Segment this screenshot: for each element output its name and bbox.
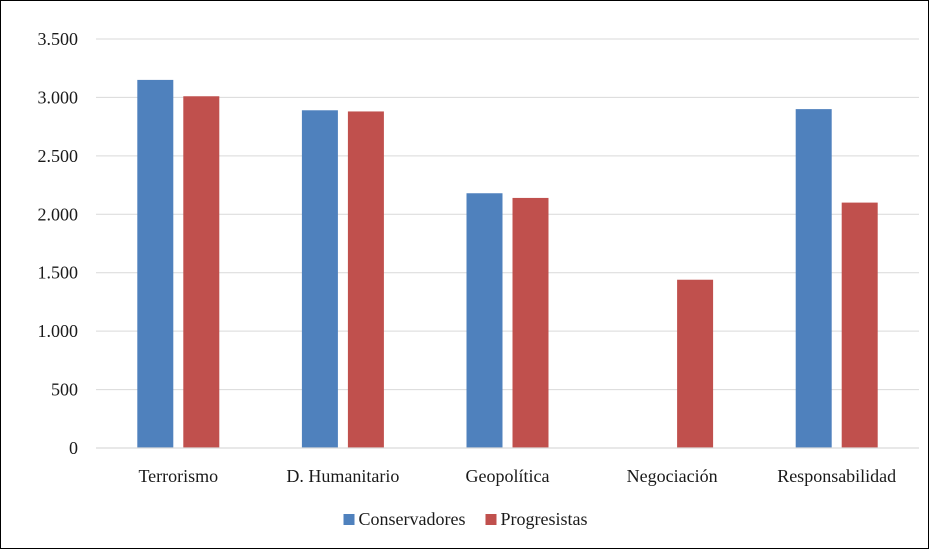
bar-conservadores-4 [795,109,832,448]
bar-progresistas-3 [677,279,714,448]
y-tick-label: 3.000 [38,87,79,107]
x-category-label: Responsabilidad [777,466,896,486]
bar-conservadores-1 [301,110,338,448]
gridlines [96,38,919,391]
x-category-label: Terrorismo [138,466,218,486]
y-tick-label: 3.500 [38,29,79,49]
legend: Conservadores Progresistas [343,509,587,529]
bars [137,79,878,449]
legend-swatch [343,514,355,525]
y-tick-label: 0 [69,438,78,458]
bar-conservadores-0 [137,79,174,449]
x-category-label: Negociación [627,466,718,486]
legend-item: Progresistas [485,509,587,529]
legend-label: Conservadores [359,509,466,529]
legend-item: Conservadores [343,509,466,529]
bar-progresistas-0 [183,96,220,448]
y-tick-label: 2.500 [38,146,79,166]
y-tick-label: 1.500 [38,263,79,283]
y-axis-tick-labels: 0 500 1.000 1.500 2.000 2.500 3.000 3.500 [38,29,79,458]
legend-label: Progresistas [500,509,587,529]
y-tick-label: 500 [51,380,78,400]
x-category-label: Geopolítica [466,466,550,486]
y-tick-label: 1.000 [38,321,79,341]
bar-progresistas-2 [512,197,549,448]
y-tick-label: 2.000 [38,204,79,224]
bar-conservadores-2 [466,193,503,448]
x-category-label: D. Humanitario [286,466,399,486]
x-axis-category-labels: Terrorismo D. Humanitario Geopolítica Negoc… [138,466,896,486]
bar-progresistas-1 [347,111,384,449]
legend-swatch [485,514,497,525]
bar-progresistas-4 [841,202,878,448]
